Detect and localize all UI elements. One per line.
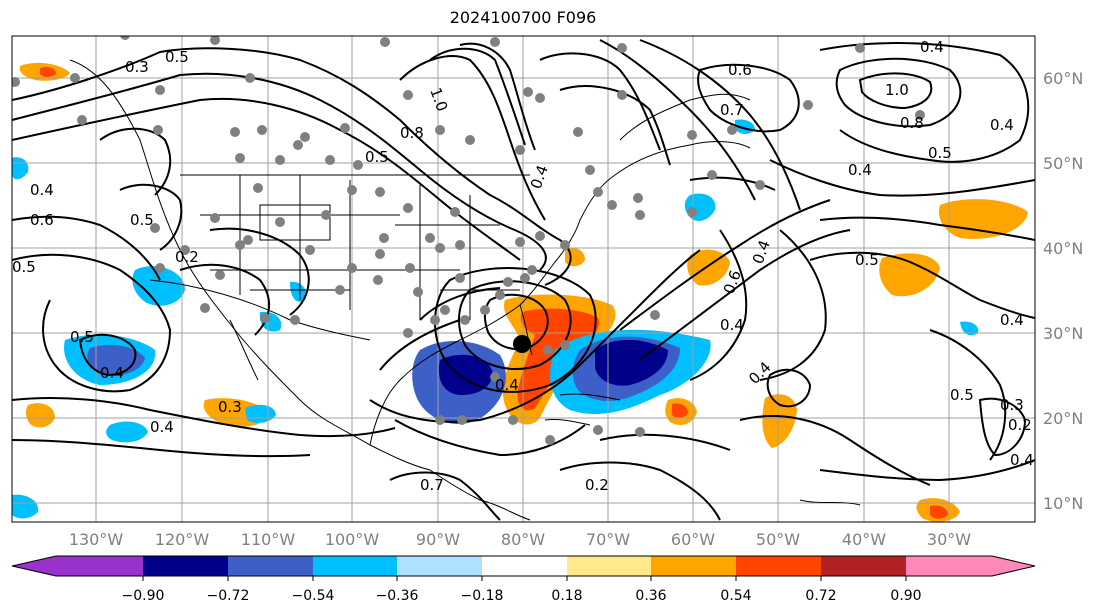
contour-label: 0.5	[130, 211, 154, 229]
contour-label: 0.4	[495, 376, 519, 394]
colorbar-tick-label: 0.90	[890, 588, 921, 604]
longitude-tick-label: 90°W	[416, 530, 460, 549]
latitude-tick-label: 60°N	[1043, 69, 1083, 88]
contour-label: 0.5	[928, 144, 952, 162]
colorbar-tick-label: −0.18	[461, 588, 504, 604]
contour-label: 0.5	[950, 386, 974, 404]
latitude-tick-label: 30°N	[1043, 324, 1083, 343]
contour-label: 1.0	[885, 81, 909, 99]
contour-label: 0.6	[728, 61, 752, 79]
map-title: 2024100700 F096	[449, 8, 597, 27]
contour-label: 0.5	[12, 258, 36, 276]
colorbar: −0.90 −0.72 −0.54 −0.36 −0.18 0.18 0.36 …	[11, 555, 1036, 604]
longitude-tick-label: 60°W	[671, 530, 715, 549]
colorbar-segment	[906, 556, 992, 576]
colorbar-tick-label: −0.54	[292, 588, 335, 604]
contour-label: 0.4	[720, 316, 744, 334]
colorbar-segment	[821, 556, 906, 576]
colorbar-segment	[397, 556, 482, 576]
colorbar-tick-label: −0.72	[207, 588, 250, 604]
longitude-tick-label: 70°W	[586, 530, 630, 549]
contour-label: 0.2	[585, 476, 609, 494]
colorbar-segment	[651, 556, 736, 576]
contour-label: 0.3	[1000, 396, 1024, 414]
longitude-tick-label: 130°W	[69, 530, 124, 549]
contour-label: 0.4	[100, 364, 124, 382]
contour-label: 0.7	[720, 101, 744, 119]
contour-label: 0.5	[70, 328, 94, 346]
contour-label: 0.5	[165, 48, 189, 66]
station-dots	[12, 36, 925, 445]
map-frame	[11, 35, 1036, 523]
longitude-tick-label: 110°W	[241, 530, 296, 549]
contour-label: 0.4	[150, 418, 174, 436]
contour-label: 0.7	[420, 476, 444, 494]
colorbar-tick-label: 0.72	[805, 588, 836, 604]
longitude-tick-label: 120°W	[155, 530, 210, 549]
colorbar-segment	[56, 556, 143, 576]
colorbar-segment	[567, 556, 651, 576]
colorbar-segment	[482, 556, 567, 576]
colorbar-outline	[11, 555, 1036, 577]
colorbar-segment	[228, 556, 313, 576]
contour-label: 0.2	[175, 248, 199, 266]
colorbar-tick-label: 0.36	[635, 588, 666, 604]
colorbar-segment	[313, 556, 397, 576]
latitude-tick-label: 10°N	[1043, 494, 1083, 513]
contour-label: 0.5	[855, 251, 879, 269]
contour-label: 0.8	[400, 124, 424, 142]
latitude-tick-label: 40°N	[1043, 239, 1083, 258]
longitude-tick-label: 80°W	[501, 530, 545, 549]
contour-label: 0.3	[125, 58, 149, 76]
colorbar-extend-low	[12, 556, 56, 576]
latitude-axis: 60°N 50°N 40°N 30°N 20°N 10°N	[1043, 69, 1083, 513]
colorbar-extend-high	[992, 556, 1035, 576]
storm-center-marker	[513, 335, 531, 353]
longitude-tick-label: 50°W	[756, 530, 800, 549]
contour-label: 0.4	[1010, 451, 1034, 469]
colorbar-tick-label: 0.18	[551, 588, 582, 604]
colorbar-tick-label: −0.36	[376, 588, 419, 604]
colorbar-segment	[736, 556, 821, 576]
longitude-tick-label: 30°W	[927, 530, 971, 549]
contour-label: 0.4	[1000, 311, 1024, 329]
contour-label: 0.6	[30, 211, 54, 229]
contour-lines	[12, 39, 1035, 521]
contour-label: 0.8	[900, 114, 924, 132]
map-panel: 0.5 0.3 1.0 0.8 0.6 0.4 0.5 0.4 1.0 0.8 …	[12, 36, 1035, 522]
colorbar-segment	[143, 556, 228, 576]
coastlines	[69, 59, 861, 521]
contour-label: 0.4	[848, 161, 872, 179]
contour-label: 0.5	[365, 148, 389, 166]
contour-label: 0.2	[1008, 416, 1032, 434]
contour-label: 0.3	[218, 398, 242, 416]
colorbar-tick-label: 0.54	[720, 588, 751, 604]
longitude-axis: 130°W 120°W 110°W 100°W 90°W 80°W 70°W 6…	[69, 530, 971, 549]
latitude-tick-label: 50°N	[1043, 154, 1083, 173]
contour-label: 0.4	[920, 38, 944, 56]
contour-label: 0.4	[990, 116, 1014, 134]
longitude-tick-label: 40°W	[842, 530, 886, 549]
colorbar-tick-label: −0.90	[122, 588, 165, 604]
latitude-tick-label: 20°N	[1043, 409, 1083, 428]
contour-label: 0.4	[30, 181, 54, 199]
longitude-tick-label: 100°W	[325, 530, 380, 549]
